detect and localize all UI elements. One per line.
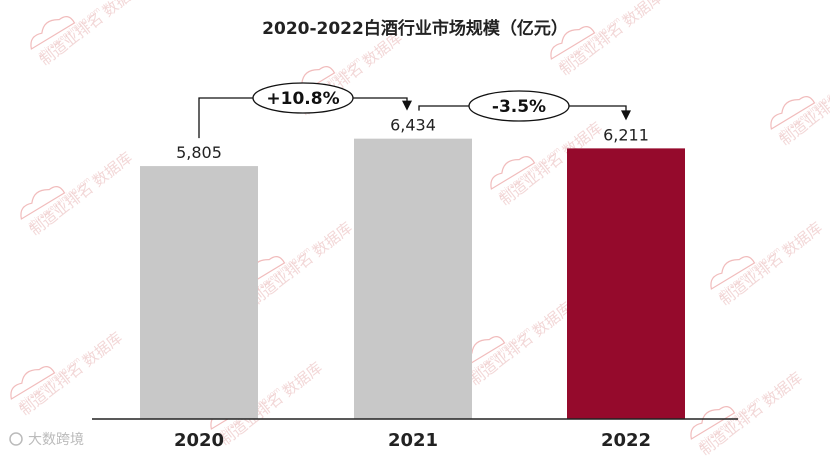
watermark-text: 制造业排名 数据库 [696,368,805,459]
watermark-text: 制造业排名 数据库 [466,298,575,389]
category-label-2022: 2022 [601,430,651,451]
watermark-text: 制造业排名 数据库 [716,218,825,309]
brand-logo: 大数跨境 [9,432,84,448]
arrow-down-icon [621,110,631,121]
bars-group [140,138,685,419]
chart-title: 2020-2022白酒行业市场规模（亿元） [262,18,568,39]
watermark-cloud-icon [20,186,66,220]
watermark-cloud-icon [710,256,756,290]
growth-annotation-2020-2021: +10.8% [198,82,412,139]
watermark-cloud-icon [30,16,76,50]
growth-annotations: +10.8% -3.5% [198,82,631,139]
growth-badge [468,90,570,122]
category-label-2020: 2020 [174,430,224,451]
bar-2021 [354,138,472,419]
category-label-2021: 2021 [388,430,438,451]
watermark-cloud-icon [770,96,816,130]
arrow-down-icon [402,100,412,111]
value-label-2022: 6,211 [603,125,649,144]
watermark-cloud-icon [490,156,536,190]
value-labels-group: 5,805 6,434 6,211 [176,116,649,162]
growth-rate-label: -3.5% [492,97,546,117]
brand-icon [9,432,23,446]
growth-badge [252,82,354,114]
value-label-2020: 5,805 [176,143,222,162]
watermark-cloud-icon [690,406,736,440]
watermark-cloud-icon [10,366,56,400]
growth-rate-label: +10.8% [266,89,339,109]
value-label-2021: 6,434 [390,116,436,135]
growth-annotation-2021-2022: -3.5% [418,90,631,122]
watermark-text: 制造业排名 数据库 [16,328,125,419]
watermark-cloud-icon [550,26,596,60]
bar-2022 [567,148,685,419]
watermark-text: 制造业排名 数据库 [556,0,665,79]
category-labels-group: 2020 2021 2022 [174,430,651,451]
watermark-text: 制造业排名 数据库 [246,218,355,309]
brand-text: 大数跨境 [28,432,84,448]
bar-2020 [140,166,258,419]
watermark-text: 制造业排名 数据库 [26,148,135,239]
